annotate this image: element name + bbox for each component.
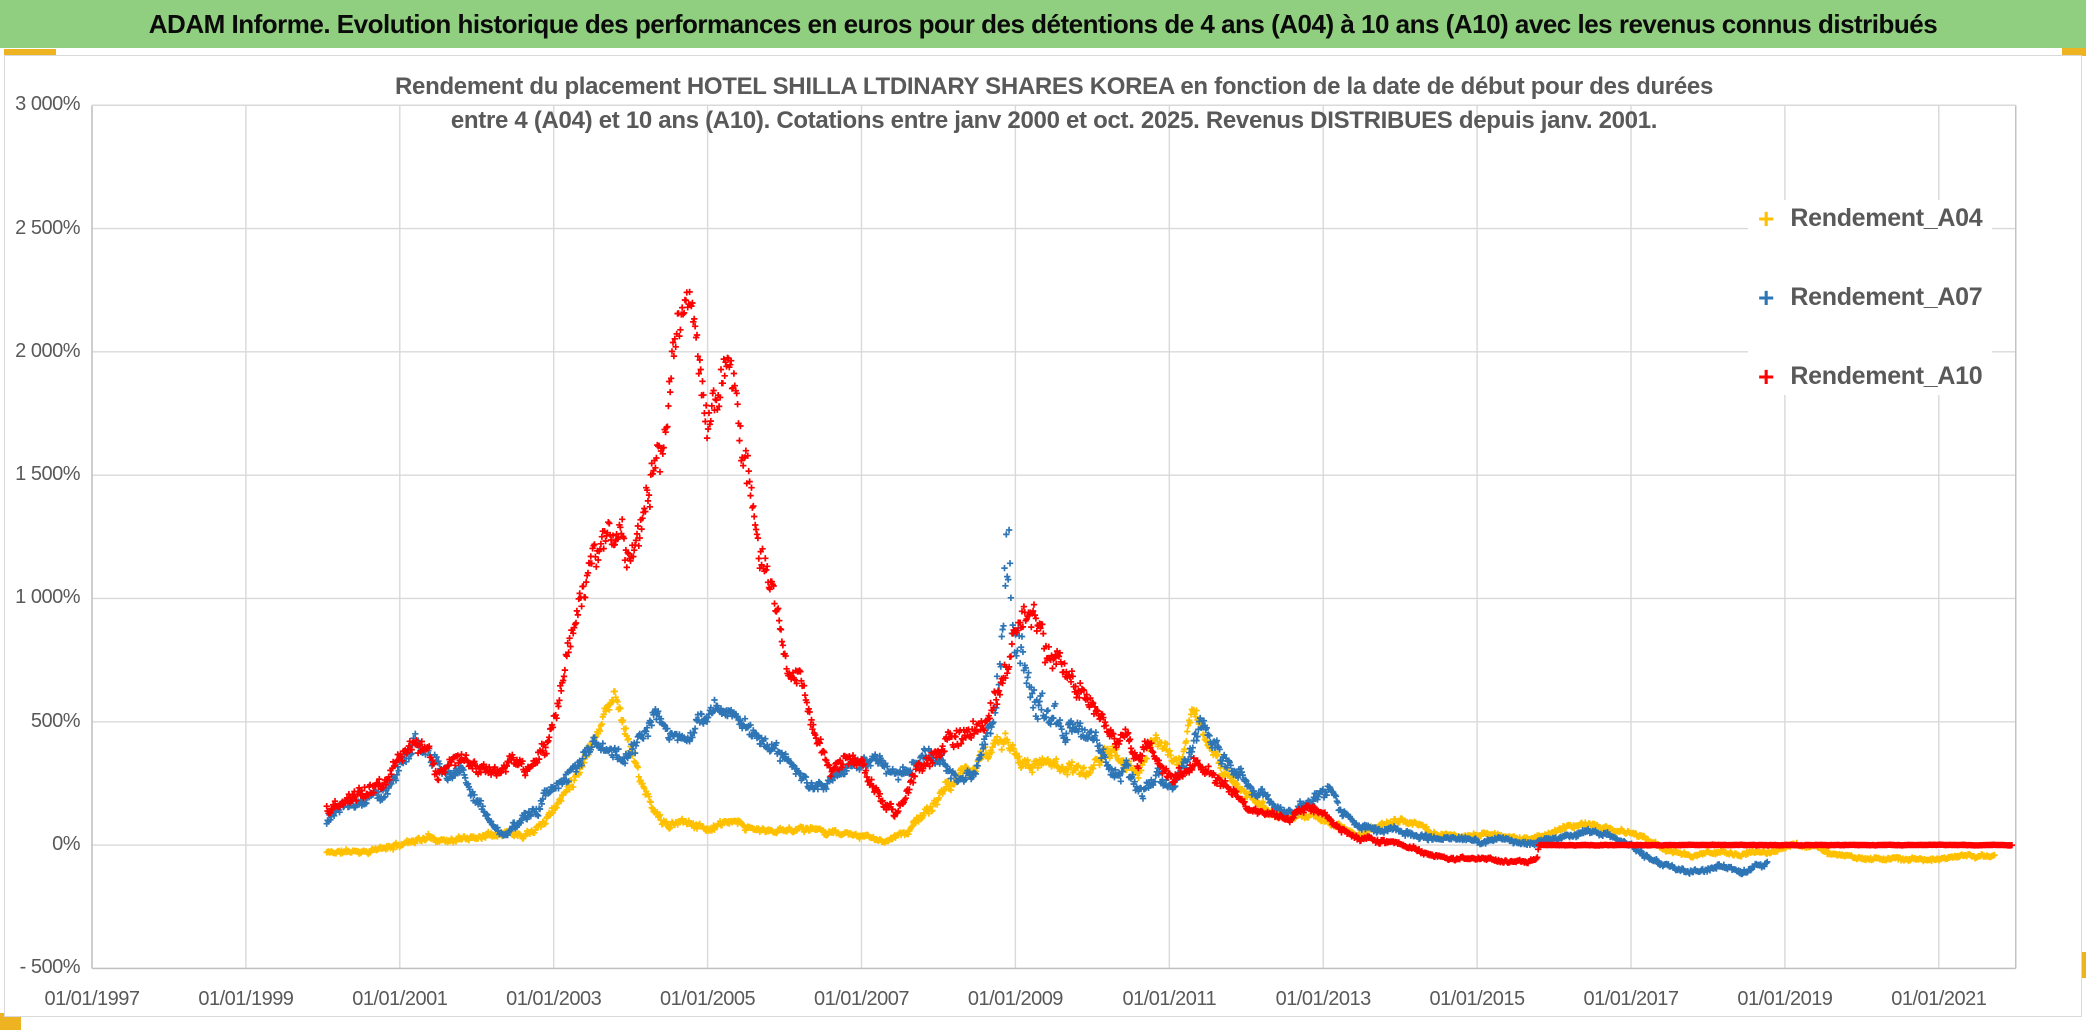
y-tick-label: 2 000% [15,339,80,362]
series-rendement_a07 [323,526,1771,878]
x-tick-label: 01/01/2011 [1122,988,1217,1010]
gold-accent-bottom-left [0,1013,21,1030]
x-tick-label: 01/01/2021 [1891,988,1987,1010]
x-tick-label: 01/01/2007 [813,988,910,1010]
y-tick-label: 1 000% [15,586,80,609]
x-tick-label: 01/01/1999 [198,988,294,1010]
y-tick-label: 1 500% [15,463,80,486]
x-tick-label: 01/01/2017 [1583,988,1679,1010]
gold-accent-top-left [4,49,56,56]
legend-item-rendement_a10[interactable]: + Rendement_A10 [1758,360,1983,392]
x-tick-label: 01/01/1997 [44,988,140,1010]
series-rendement_a10 [323,288,2016,867]
x-tick-label: 01/01/2009 [967,988,1064,1010]
y-tick-label: - 500% [19,956,81,979]
series-rendement_a04 [323,688,1998,865]
legend-plus-marker-icon: + [1758,202,1775,234]
y-tick-label: 0% [52,833,80,856]
legend-item-rendement_a04[interactable]: + Rendement_A04 [1758,202,1983,234]
chart-title[interactable]: Rendement du placement HOTEL SHILLA LTDI… [92,70,2016,138]
legend-plus-marker-icon: + [1758,360,1775,392]
gold-accent-top-right [2062,48,2086,56]
legend-item-rendement_a07[interactable]: + Rendement_A07 [1758,281,1983,313]
chart-title-line1: Rendement du placement HOTEL SHILLA LTDI… [395,73,1713,100]
x-tick-label: 01/01/2015 [1429,988,1526,1010]
x-tick-label: 01/01/2003 [506,988,602,1010]
legend-label: Rendement_A04 [1790,204,1983,232]
x-tick-label: 01/01/2001 [352,988,448,1010]
chart-legend: + Rendement_A04 + Rendement_A07 + Rendement_A… [1748,200,1993,395]
x-tick-label: 01/01/2013 [1275,988,1372,1010]
chart-title-line2: entre 4 (A04) et 10 ans (A10). Cotations… [450,107,1658,134]
y-tick-label: 500% [30,709,81,732]
x-tick-label: 01/01/2019 [1737,988,1833,1010]
y-tick-label: 2 500% [15,216,80,239]
app-title: ADAM Informe. Evolution historique des p… [148,8,1938,39]
y-tick-label: 3 000% [15,93,80,116]
legend-label: Rendement_A07 [1790,283,1983,311]
app-title-bar: ADAM Informe. Evolution historique des p… [0,0,2086,48]
x-tick-label: 01/01/2005 [660,988,756,1010]
legend-label: Rendement_A10 [1790,362,1983,390]
legend-plus-marker-icon: + [1758,281,1775,313]
